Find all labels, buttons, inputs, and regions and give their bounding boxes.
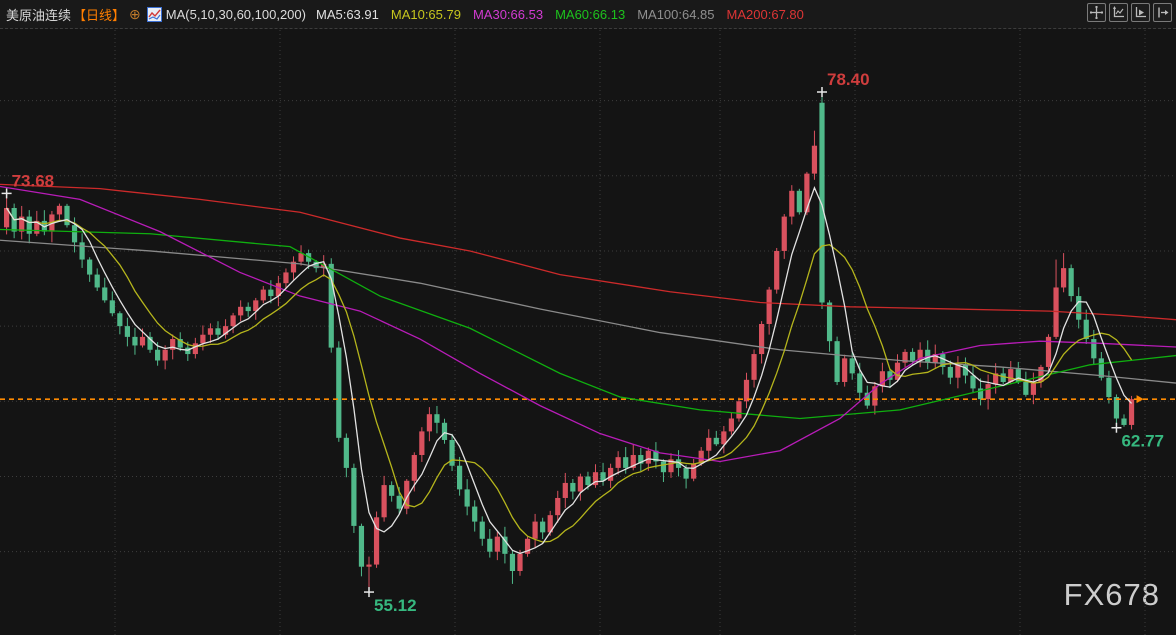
scale-axis-button[interactable] [1109,3,1128,22]
chart-header: 美原油连续 【日线】 ⊕ MA(5,10,30,60,100,200) MA5:… [0,0,1176,29]
ma-value-MA60: MA60:66.13 [555,6,626,22]
ma-line-MA200 [0,183,1176,321]
ma-lines-layer [0,183,1176,555]
last-price-arrow-icon [1136,395,1144,404]
ma-line-MA10 [6,207,1133,543]
ma-line-MA30 [0,185,1176,463]
indicator-icon[interactable] [146,6,162,22]
annotations-layer: 73.68 78.40 55.12 62.77 [1,70,1164,615]
chart-toolbar [1087,3,1172,22]
period-label[interactable]: 【日线】 [73,7,126,23]
price-annotation: 78.40 [827,70,870,89]
plus-circle-icon[interactable]: ⊕ [129,5,141,22]
ma-value-MA30: MA30:66.53 [472,6,544,22]
candles-layer [4,92,1135,593]
price-annotation: 55.12 [374,596,417,615]
axis-play-icon [1134,6,1147,19]
ma-line-MA5 [6,186,1133,555]
last-price-line [0,395,1176,404]
axis-chart-icon [1112,6,1125,19]
shift-right-icon [1156,6,1169,19]
ma-value-MA100: MA100:64.85 [637,6,715,22]
ma-value-MA200: MA200:67.80 [726,6,804,22]
crosshair-icon [1090,6,1103,19]
pan-tool-button[interactable] [1087,3,1106,22]
ma-value-MA10: MA10:65.79 [390,6,461,22]
ma-line-MA60 [0,228,1176,420]
ma-value-MA5: MA5:63.91 [315,6,379,22]
price-annotation: 73.68 [12,171,55,190]
play-forward-button[interactable] [1131,3,1150,22]
ma-line-MA100 [0,239,1176,384]
price-annotation: 62.77 [1121,432,1164,451]
watermark: FX678 [1063,577,1160,612]
grid-layer [0,30,1176,635]
symbol-title: 美原油连续 [6,7,72,23]
ma-params-label: MA(5,10,30,60,100,200) [165,6,306,22]
shift-right-button[interactable] [1153,3,1172,22]
